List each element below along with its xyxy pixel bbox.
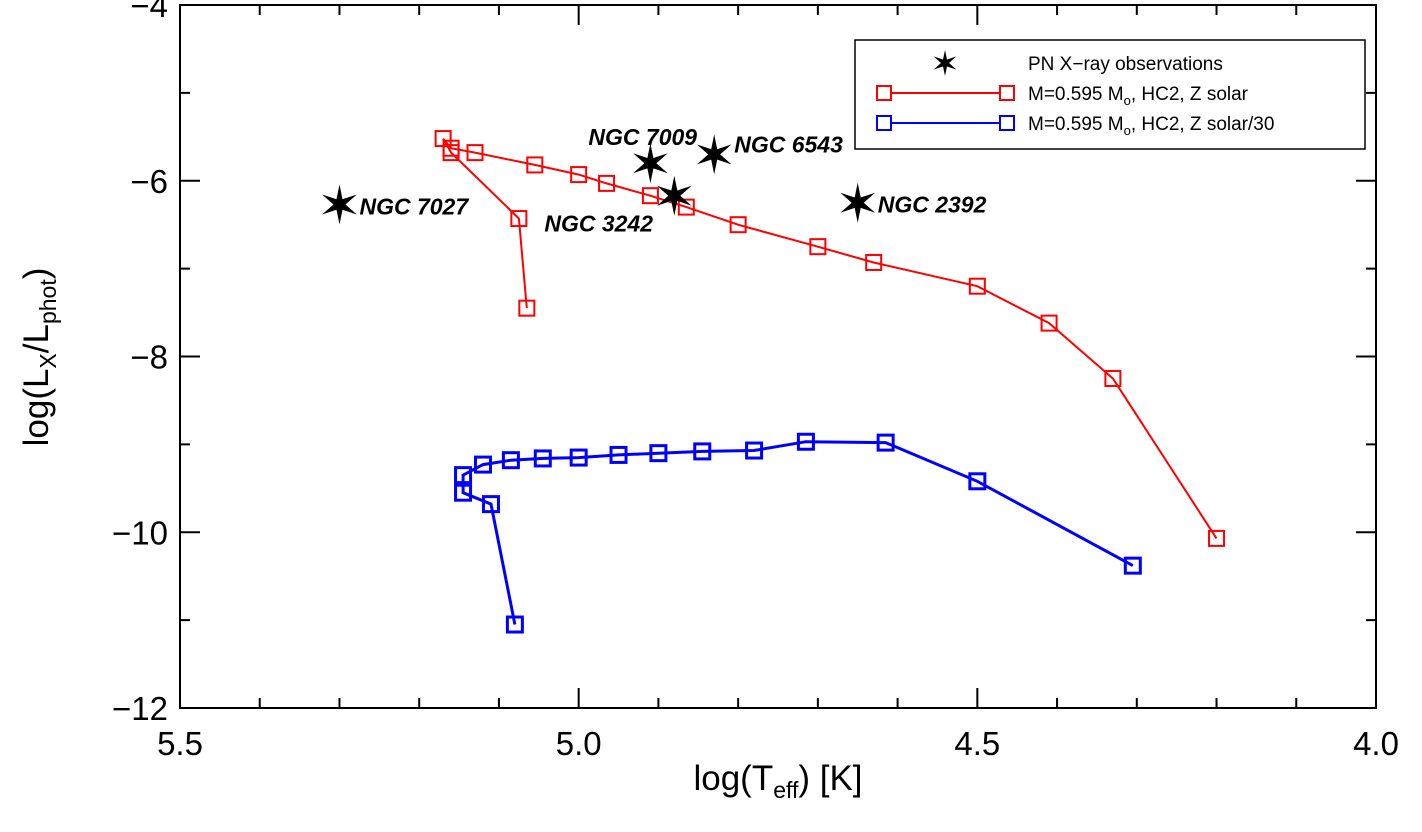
legend-label-sub: o: [1124, 123, 1131, 138]
data-point: [729, 216, 747, 234]
data-point: [510, 210, 528, 228]
legend-marker: [999, 115, 1015, 131]
data-point: [533, 449, 552, 468]
data-point: [569, 448, 588, 467]
legend-entry: M=0.595 Mo, HC2, Z solar: [876, 84, 1249, 108]
data-point: [442, 139, 460, 157]
data-point: [641, 187, 659, 205]
x-axis-title: log(Teff) [K]: [693, 759, 862, 803]
legend-label: M=0.595 Mo, HC2, Z solar/30: [1028, 114, 1274, 138]
legend-label: PN X−ray observations: [1028, 54, 1223, 75]
star-point: [657, 175, 692, 216]
data-point: [481, 495, 500, 514]
point-labels: NGC 7027 NGC 7009 NGC 3242 NGC 6543 NGC 2392: [359, 124, 986, 237]
star-point: [633, 143, 668, 184]
x-tick-label: 5.0: [556, 725, 602, 762]
point-label: NGC 3242: [544, 211, 653, 237]
point-label: NGC 7027: [359, 193, 469, 219]
x-tick-label: 4.5: [954, 725, 1000, 762]
data-point: [1104, 369, 1122, 387]
data-point: [526, 156, 544, 174]
star-point: [696, 134, 732, 175]
x-axis-title-main: log(T: [693, 759, 773, 798]
data-point: [865, 253, 883, 271]
point-label: NGC 2392: [878, 192, 987, 218]
x-axis-title-sub: eff: [773, 777, 799, 803]
star-point: [322, 184, 357, 225]
data-point: [466, 144, 484, 162]
data-point: [1208, 529, 1226, 547]
data-point: [745, 441, 764, 460]
data-point: [968, 472, 987, 491]
y-axis-title-sub1: X: [35, 353, 61, 368]
legend-marker: [876, 85, 892, 101]
y-tick-label: −12: [112, 690, 168, 727]
point-label: NGC 7009: [588, 124, 697, 150]
y-axis-title-main: log(L: [17, 369, 56, 447]
data-point: [796, 432, 815, 451]
data-point: [570, 166, 588, 184]
legend-label-tail: , HC2, Z solar/30: [1131, 114, 1275, 135]
data-point: [677, 198, 695, 216]
series-3: [322, 134, 876, 225]
y-tick-label: −6: [130, 163, 168, 200]
series-layer: [322, 130, 1226, 634]
y-axis-title-tail: ): [17, 268, 56, 280]
legend-label-sub: o: [1124, 93, 1131, 108]
legend-label: M=0.595 Mo, HC2, Z solar: [1028, 84, 1249, 108]
data-point: [1040, 314, 1058, 332]
data-point: [454, 483, 473, 502]
y-axis-title-mid: /L: [17, 324, 56, 353]
data-point: [473, 455, 492, 474]
series-line: [442, 137, 1218, 539]
legend-marker: [876, 115, 892, 131]
data-point: [968, 277, 986, 295]
legend-label-main: M=0.595 M: [1028, 114, 1124, 135]
x-axis-title-tail: ) [K]: [798, 759, 862, 798]
tick-labels: 5.5 5.0 4.5 4.0 −4 −6 −8 −10 −12: [112, 0, 1399, 762]
y-axis-title: log(LX/Lphot): [17, 268, 61, 447]
y-axis-title-sub2: phot: [35, 279, 61, 324]
legend-star-marker: [933, 50, 957, 76]
data-point: [809, 238, 827, 256]
axis-ticks: [179, 4, 1377, 709]
series-1: [434, 130, 1226, 547]
point-label: NGC 6543: [734, 131, 843, 157]
series-2: [454, 432, 1142, 634]
y-tick-label: −10: [112, 514, 168, 551]
data-point: [876, 433, 895, 452]
series-line: [461, 440, 1134, 625]
data-point: [1123, 556, 1142, 575]
legend-label-main: PN X−ray observations: [1028, 54, 1223, 75]
legend-entry: PN X−ray observations: [933, 50, 1223, 76]
data-point: [693, 442, 712, 461]
legend-entry: M=0.595 Mo, HC2, Z solar/30: [876, 114, 1274, 138]
x-tick-label: 4.0: [1353, 725, 1399, 762]
y-tick-label: −4: [130, 0, 168, 24]
x-tick-label: 5.5: [157, 725, 203, 762]
data-point: [454, 466, 473, 485]
data-point: [598, 174, 616, 192]
y-tick-label: −8: [130, 339, 168, 376]
data-point: [649, 444, 668, 463]
legend-box: [854, 39, 1366, 150]
data-point: [501, 451, 520, 470]
data-point: [505, 615, 524, 634]
data-point: [518, 299, 536, 317]
data-point: [609, 445, 628, 464]
legend-marker: [999, 85, 1015, 101]
legend-label-main: M=0.595 M: [1028, 84, 1124, 105]
legend-label-tail: , HC2, Z solar: [1131, 84, 1249, 105]
star-point: [840, 182, 876, 223]
